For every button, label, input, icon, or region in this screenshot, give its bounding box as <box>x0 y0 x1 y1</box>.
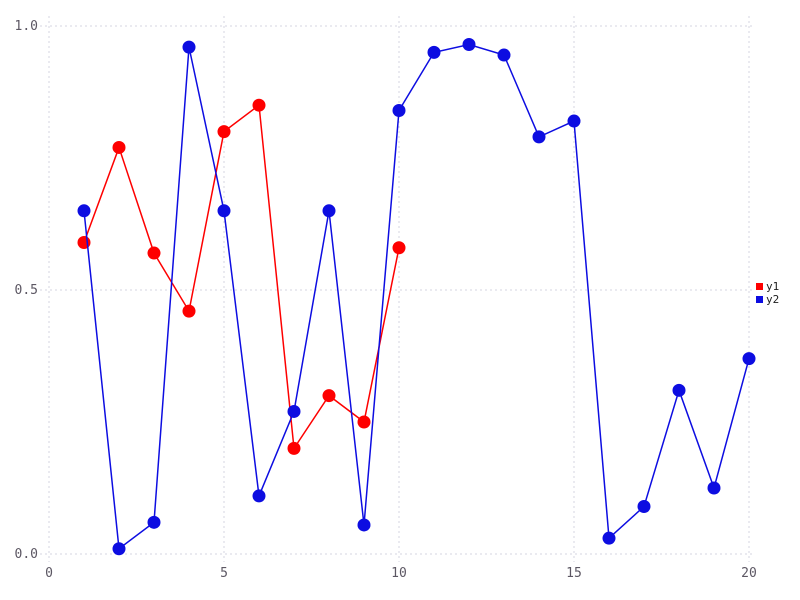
data-point-y1 <box>147 246 161 260</box>
data-point-y2 <box>322 204 336 218</box>
x-tick-label: 15 <box>566 566 582 581</box>
series-y1 <box>77 98 406 455</box>
data-point-y2 <box>602 531 616 545</box>
data-point-y1 <box>252 98 266 112</box>
data-point-y2 <box>742 352 756 366</box>
y-tick-label: 0.0 <box>15 547 38 562</box>
y-tick-label: 0.5 <box>15 283 38 298</box>
series-line-y2 <box>83 43 750 551</box>
legend-label-y2: y2 <box>766 293 780 306</box>
data-point-y1 <box>392 241 406 255</box>
series-y2 <box>77 37 756 556</box>
data-point-y1 <box>217 125 231 139</box>
data-point-y2 <box>427 45 441 59</box>
y-tick-label: 1.0 <box>15 19 38 34</box>
gridlines <box>40 16 753 562</box>
data-point-y1 <box>322 389 336 403</box>
data-point-y1 <box>112 140 126 154</box>
data-point-y2 <box>567 114 581 128</box>
data-point-y1 <box>287 441 301 455</box>
data-point-y2 <box>532 130 546 144</box>
x-tick-label: 20 <box>741 566 757 581</box>
data-point-y2 <box>77 204 91 218</box>
data-point-y2 <box>392 103 406 117</box>
data-point-y2 <box>182 40 196 54</box>
data-point-y2 <box>707 481 721 495</box>
data-point-y2 <box>462 37 476 51</box>
legend-item-y2: y2 <box>756 293 779 306</box>
data-point-y1 <box>357 415 371 429</box>
legend-label-y1: y1 <box>766 280 780 293</box>
data-point-y1 <box>182 304 196 318</box>
data-point-y2 <box>637 499 651 513</box>
legend: y1 y2 <box>756 280 780 306</box>
x-tick-label: 5 <box>220 566 228 581</box>
x-tick-label: 10 <box>391 566 407 581</box>
data-point-y2 <box>357 518 371 532</box>
tick-labels: 0 5 10 15 20 0.0 0.5 1.0 <box>15 19 757 581</box>
data-point-y2 <box>217 204 231 218</box>
data-point-y2 <box>147 515 161 529</box>
legend-swatch-y1-icon <box>756 283 763 290</box>
data-point-y2 <box>112 542 126 556</box>
data-point-y2 <box>287 404 301 418</box>
data-point-y2 <box>252 489 266 503</box>
data-point-y1 <box>77 235 91 249</box>
data-point-y2 <box>672 383 686 397</box>
series-line-y1 <box>83 103 400 451</box>
x-tick-label: 0 <box>45 566 53 581</box>
data-point-y2 <box>497 48 511 62</box>
legend-swatch-y2-icon <box>756 296 763 303</box>
legend-item-y1: y1 <box>756 280 779 293</box>
